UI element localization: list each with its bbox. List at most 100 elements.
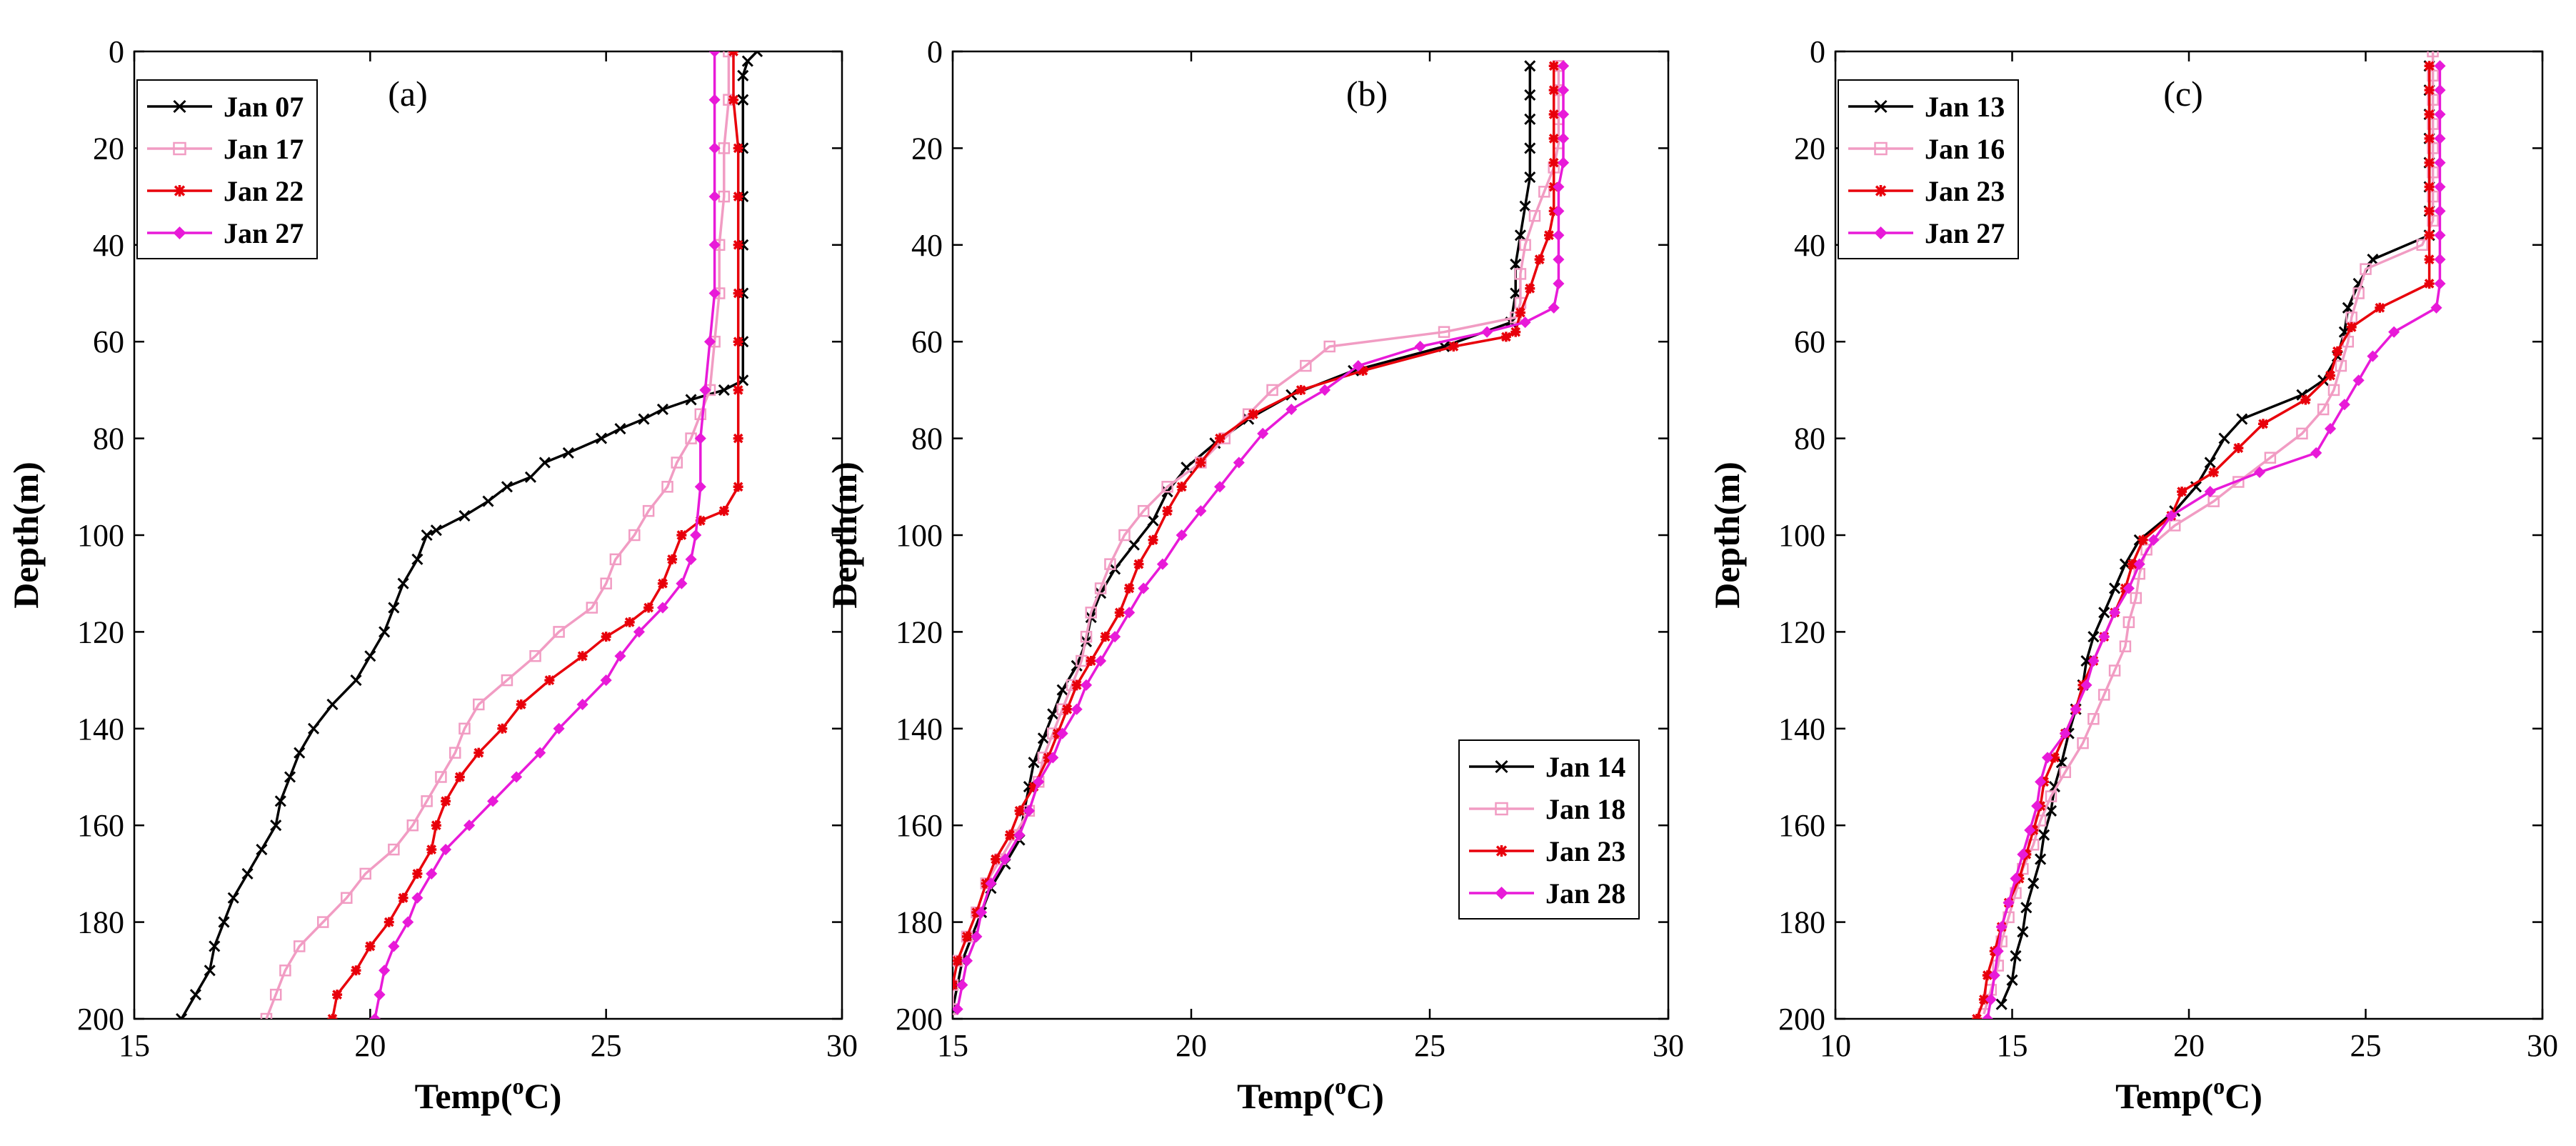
data-point xyxy=(1080,679,1093,691)
legend-label: Jan 28 xyxy=(1545,877,1625,910)
data-point xyxy=(2168,519,2181,532)
data-point xyxy=(421,529,433,542)
data-point xyxy=(2123,582,2135,594)
y-tick-label: 140 xyxy=(1778,712,1825,747)
legend-label: Jan 16 xyxy=(1925,133,2005,165)
data-point xyxy=(1085,607,1097,619)
legend-label: Jan 23 xyxy=(1925,175,2005,207)
data-point xyxy=(411,892,424,904)
series-jan-13 xyxy=(1995,60,2435,1010)
series-line xyxy=(953,66,1532,1010)
data-point xyxy=(656,602,669,614)
data-point xyxy=(708,94,721,106)
data-point xyxy=(985,877,997,890)
data-point xyxy=(1978,994,1989,1005)
data-point xyxy=(374,989,386,1001)
legend-marker xyxy=(1495,759,1508,774)
data-point xyxy=(379,965,391,977)
data-point xyxy=(1992,945,2004,957)
data-point xyxy=(1100,632,1111,642)
x-tick-label: 30 xyxy=(826,1028,858,1063)
data-point xyxy=(2190,481,2202,493)
data-point xyxy=(2257,419,2268,429)
data-point xyxy=(2233,443,2244,454)
legend-label: Jan 07 xyxy=(224,91,304,123)
series-jan-27 xyxy=(369,51,721,1019)
data-point xyxy=(657,578,668,589)
y-tick-label: 100 xyxy=(896,518,943,553)
chart-panel-c: 10 15 20 25 30 0 20 40 60 80 100 120 140 160 180 200 Tem… xyxy=(1707,34,2558,1116)
data-point xyxy=(1233,457,1245,469)
y-tick-label: 180 xyxy=(77,905,124,940)
legend: Jan 13 Jan 16 Jan 23 Jan 27 xyxy=(1838,79,2019,259)
y-tick-label: 40 xyxy=(1794,228,1825,263)
data-point xyxy=(1544,230,1554,241)
data-point xyxy=(529,650,541,662)
data-point xyxy=(1056,684,1068,696)
data-point xyxy=(2059,727,2071,739)
data-point xyxy=(1266,384,1278,397)
data-point xyxy=(2055,757,2068,769)
data-point xyxy=(2035,853,2047,865)
data-point xyxy=(1525,283,1535,294)
data-point xyxy=(2108,582,2121,594)
data-point xyxy=(733,337,743,347)
data-point xyxy=(1028,757,1040,769)
data-point xyxy=(2080,679,2093,691)
data-point xyxy=(1500,332,1511,342)
data-point xyxy=(718,384,730,396)
y-tick-label: 20 xyxy=(1794,131,1825,166)
data-point xyxy=(1176,482,1187,492)
data-point xyxy=(971,930,983,942)
data-point xyxy=(733,433,743,444)
data-point xyxy=(204,965,216,977)
data-point xyxy=(2375,302,2385,313)
data-point xyxy=(2434,60,2446,72)
data-point xyxy=(379,626,391,638)
data-point xyxy=(1557,84,1570,96)
data-point xyxy=(359,867,371,880)
data-point xyxy=(317,916,329,928)
data-point xyxy=(2020,902,2033,914)
y-tick-label: 0 xyxy=(109,34,124,69)
data-point xyxy=(2045,790,2058,802)
x-tick-label: 25 xyxy=(2350,1028,2382,1063)
y-tick-label: 160 xyxy=(896,808,943,843)
data-point xyxy=(189,989,201,1001)
data-point xyxy=(1080,630,1093,643)
data-point xyxy=(614,422,626,435)
data-point xyxy=(511,771,523,783)
data-point xyxy=(733,191,743,202)
data-point xyxy=(737,374,749,387)
y-tick-label: 180 xyxy=(896,905,943,940)
y-tick-label: 0 xyxy=(927,34,943,69)
data-point xyxy=(398,892,409,903)
data-point xyxy=(284,771,296,783)
data-point xyxy=(406,819,419,832)
data-point xyxy=(412,868,423,879)
data-point xyxy=(2123,616,2135,629)
data-point xyxy=(2296,427,2308,440)
series-jan-16 xyxy=(1978,51,2439,1019)
data-point xyxy=(733,143,743,154)
data-point xyxy=(227,892,239,904)
data-point xyxy=(439,843,452,856)
series-jan-07 xyxy=(176,51,763,1019)
data-point xyxy=(497,723,508,734)
data-point xyxy=(2427,214,2439,227)
data-point xyxy=(1519,239,1531,251)
x-tick-label: 10 xyxy=(1820,1028,1851,1063)
legend-marker xyxy=(1875,185,1887,196)
data-point xyxy=(2434,108,2446,121)
data-point xyxy=(2317,374,2330,387)
plot-area xyxy=(176,51,763,1019)
y-tick-label: 200 xyxy=(77,1002,124,1037)
data-point xyxy=(2177,487,2187,497)
legend-marker xyxy=(1495,886,1508,900)
data-point xyxy=(431,820,441,831)
series-line xyxy=(180,51,758,1019)
data-point xyxy=(260,1012,273,1019)
y-tick-label: 180 xyxy=(1778,905,1825,940)
legend-label: Jan 27 xyxy=(224,217,304,249)
plot-area xyxy=(1972,51,2446,1019)
